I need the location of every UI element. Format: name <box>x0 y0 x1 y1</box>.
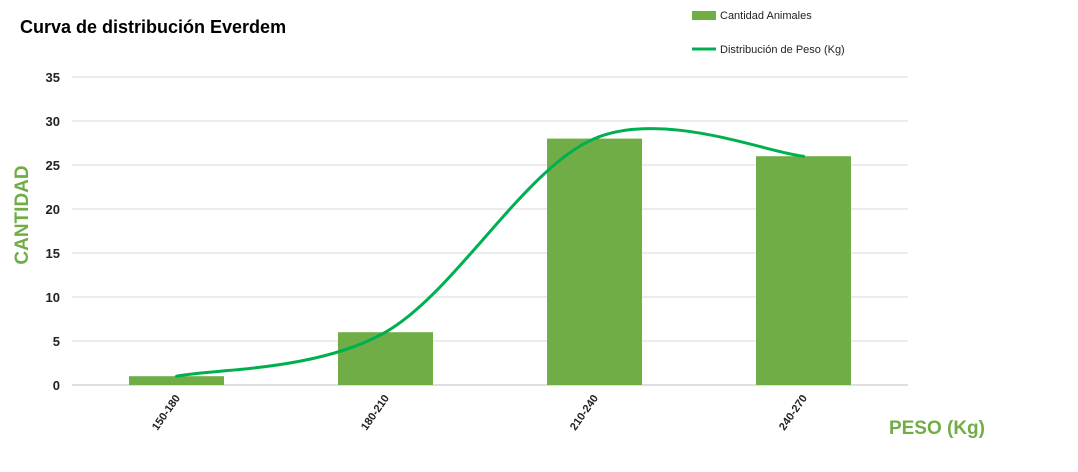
x-tick-label: 180-210 <box>359 393 392 433</box>
bar-series <box>129 138 851 385</box>
bar-150-180 <box>129 376 224 385</box>
y-tick-label: 20 <box>46 202 60 217</box>
legend: Cantidad Animales Distribución de Peso (… <box>692 10 845 56</box>
bar-210-240 <box>547 138 642 385</box>
bar-180-210 <box>338 332 433 385</box>
y-axis-ticks: 0 5 10 15 20 25 30 35 <box>46 70 60 393</box>
y-tick-label: 10 <box>46 290 60 305</box>
y-axis-label: CANTIDAD <box>12 165 33 264</box>
chart-title: Curva de distribución Everdem <box>20 17 286 37</box>
y-tick-label: 15 <box>46 246 60 261</box>
legend-swatch-bars <box>692 11 716 20</box>
x-tick-label: 150-180 <box>150 393 183 433</box>
y-tick-label: 35 <box>46 70 60 85</box>
y-tick-label: 5 <box>53 334 60 349</box>
x-tick-label: 240-270 <box>777 393 810 433</box>
legend-label-line: Distribución de Peso (Kg) <box>720 44 845 56</box>
x-tick-label: 210-240 <box>568 393 601 433</box>
x-axis-label: PESO (Kg) <box>889 418 985 439</box>
y-tick-label: 0 <box>53 378 60 393</box>
y-tick-label: 30 <box>46 114 60 129</box>
x-axis-ticks: 150-180 180-210 210-240 240-270 <box>150 393 810 433</box>
y-tick-label: 25 <box>46 158 60 173</box>
legend-label-bars: Cantidad Animales <box>720 10 812 22</box>
bar-240-270 <box>756 156 851 385</box>
line-series <box>175 127 805 378</box>
distribution-curve <box>175 127 805 378</box>
